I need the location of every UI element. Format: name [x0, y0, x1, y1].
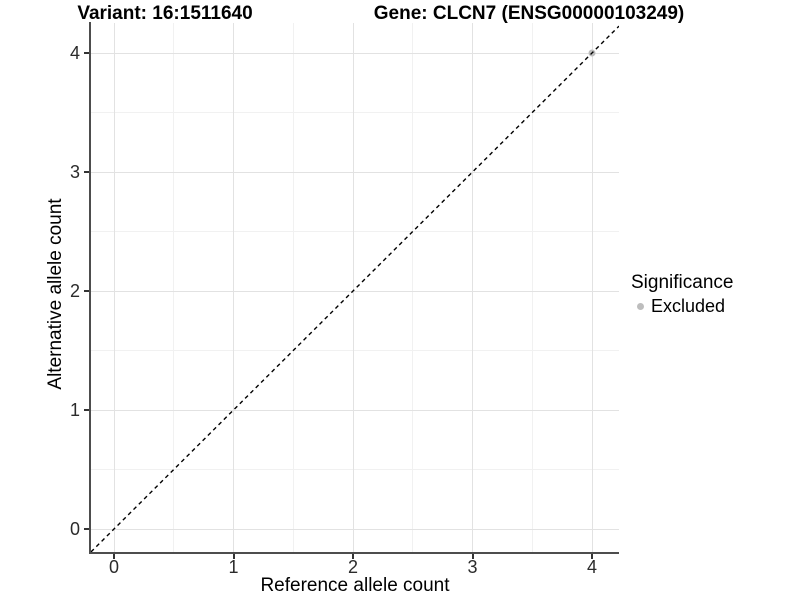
x-tick-label: 4 — [586, 557, 598, 577]
plot-canvas — [91, 25, 619, 553]
y-tick-label: 0 — [69, 519, 80, 539]
y-tick-label: 2 — [69, 281, 80, 301]
x-tick — [471, 554, 474, 559]
legend-item-excluded: Excluded — [631, 296, 733, 316]
y-gridline-major — [91, 52, 619, 54]
x-gridline-major — [113, 23, 115, 553]
x-gridline-major — [352, 23, 354, 553]
y-tick-label: 1 — [69, 400, 80, 420]
plot-panel — [91, 23, 619, 553]
y-tick — [84, 409, 89, 411]
y-gridline-major — [91, 409, 619, 411]
identity-reference-line — [91, 25, 619, 553]
x-tick — [352, 554, 354, 559]
y-gridline-minor — [91, 231, 619, 232]
x-axis-line — [89, 552, 619, 554]
y-tick-label: 4 — [69, 43, 80, 63]
x-tick — [113, 554, 115, 559]
x-gridline-major — [472, 23, 473, 553]
y-axis-line — [89, 22, 91, 554]
x-gridline-minor — [531, 23, 533, 553]
x-tick — [591, 554, 593, 559]
x-gridline-major — [591, 23, 593, 553]
legend-key-dot-icon — [637, 302, 644, 310]
y-tick — [84, 52, 89, 54]
x-tick-label: 1 — [228, 557, 239, 577]
y-gridline-major — [91, 290, 619, 292]
y-tick — [84, 290, 89, 292]
legend: Significance Excluded — [631, 272, 733, 316]
x-axis-title: Reference allele count — [260, 575, 450, 596]
y-tick — [84, 171, 89, 173]
y-gridline-major — [91, 528, 619, 530]
y-tick-label: 3 — [69, 162, 80, 182]
y-axis-title: Alternative allele count — [45, 198, 66, 390]
y-gridline-minor — [91, 469, 619, 470]
y-gridline-minor — [91, 350, 619, 351]
legend-item-label: Excluded — [651, 296, 726, 316]
legend-title: Significance — [631, 272, 734, 293]
y-gridline-minor — [91, 112, 619, 113]
x-gridline-major — [233, 23, 234, 553]
plot-title-variant: Variant: 16:1511640 — [77, 3, 253, 24]
x-tick-label: 0 — [108, 557, 120, 577]
y-gridline-major — [91, 171, 619, 173]
x-gridline-minor — [292, 23, 294, 553]
x-tick — [232, 554, 235, 559]
x-gridline-minor — [173, 23, 175, 553]
y-tick — [84, 528, 89, 530]
x-tick-label: 3 — [467, 557, 478, 577]
x-tick-label: 2 — [347, 557, 359, 577]
plot-title-gene: Gene: CLCN7 (ENSG00000103249) — [373, 3, 685, 24]
x-gridline-minor — [412, 23, 414, 553]
